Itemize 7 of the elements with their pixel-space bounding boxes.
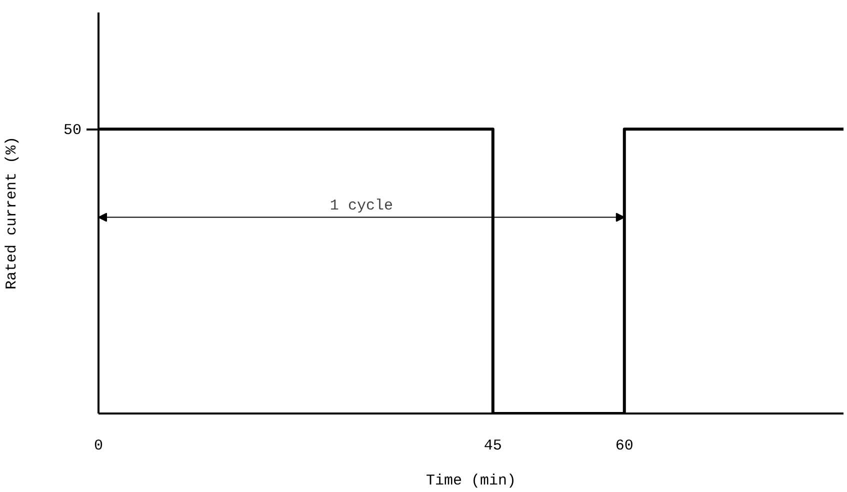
x-tick-label: 60: [615, 438, 634, 454]
text: 50: [63, 122, 82, 140]
x-axis-title: Time (min): [426, 472, 516, 490]
annotation: 1 cycle: [330, 197, 393, 214]
y-axis-title: Rated current (%): [3, 136, 20, 290]
x-tick-label: 45: [484, 438, 502, 454]
x-tick-label: 0: [94, 438, 104, 454]
